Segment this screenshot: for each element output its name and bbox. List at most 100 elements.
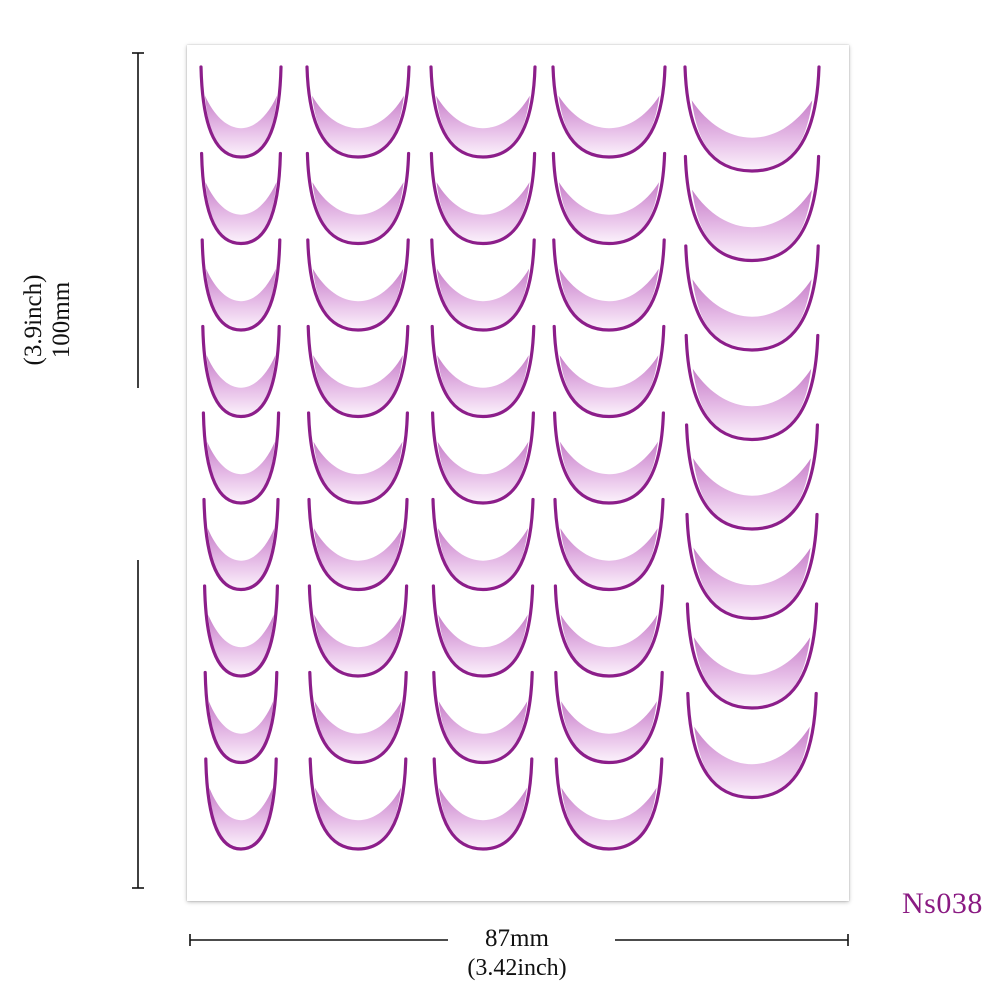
nail-tip-outline [202,497,280,592]
nail-tip-fill [209,787,273,848]
nail-tip-outline [551,151,667,246]
nail-tip-fill [692,279,812,349]
nail-tip-outline [431,411,535,505]
nail-tip-fill [558,95,660,156]
nail-tip-sticker [554,670,664,765]
nail-tip-fill [560,528,658,589]
nail-tip-outline [685,512,819,621]
nail-tip-fill [312,182,404,243]
nail-tip-fill [558,182,660,243]
nail-tip-outline [685,423,819,531]
nail-tip-fill [208,701,274,762]
nail-tip-outline [430,324,536,419]
product-code: Ns038 [902,887,983,920]
nail-tip-sticker [201,411,281,505]
nail-tip-sticker [683,154,821,263]
nail-tip-outline [203,584,279,678]
nail-tip-sticker [686,691,818,800]
nail-tip-sticker [200,151,282,246]
nail-tip-sticker [307,497,409,592]
nail-tip-fill [561,701,657,762]
nail-tip-sticker [308,757,408,851]
nail-tip-fill [314,787,402,848]
nail-tip-sticker [204,757,278,851]
nail-tip-sticker [553,497,665,592]
nail-tip-outline [429,151,537,246]
nail-tip-fill [314,614,402,675]
nail-tip-sticker [683,65,821,173]
nail-tip-fill [436,182,530,243]
nail-tip-outline [308,757,408,851]
nail-tip-sticker [307,411,409,505]
nail-tip-outline [684,333,820,442]
nail-tip-outline [204,757,278,851]
nail-tip-grid [199,65,821,851]
nail-tip-fill [694,726,810,797]
nail-tip-fill [693,547,811,618]
nail-tip-fill [313,528,403,589]
height-mm-label: 100mm [48,281,75,359]
nail-tip-outline [306,324,410,419]
nail-tip-outline [307,411,409,505]
nail-tip-sticker [202,497,280,592]
nail-tip-outline [305,65,411,159]
nail-tip-sticker [305,151,411,246]
nail-tip-fill [693,637,811,707]
nail-tip-sticker [429,151,537,246]
nail-tip-outline [684,244,820,352]
nail-tip-sticker [552,324,666,419]
nail-tip-outline [432,670,534,765]
width-mm-label: 87mm [485,925,549,952]
nail-tip-sticker [552,238,666,332]
nail-tip-fill [436,268,530,329]
nail-tip-fill [438,614,528,675]
nail-tip-sticker [201,324,281,419]
nail-tip-fill [313,441,403,502]
nail-tip-fill [438,701,528,762]
nail-tip-fill [312,268,404,329]
nail-tip-outline [431,584,535,678]
dimension-lines [132,52,849,946]
nail-tip-outline [307,584,409,678]
nail-tip-fill [561,787,657,848]
nail-tip-sticker [685,423,819,531]
nail-tip-sticker [431,584,535,678]
nail-tip-fill [692,368,812,439]
nail-tip-outline [201,411,281,505]
nail-tip-fill [437,441,529,502]
nail-tip-outline [553,497,665,592]
nail-tip-sticker [431,411,535,505]
sticker-sheet: Ns038 [187,45,982,920]
nail-tip-sticker [553,411,665,505]
nail-tip-sticker [551,65,667,159]
nail-tip-sticker [200,238,282,332]
nail-tip-outline [200,151,282,246]
nail-tip-outline [683,154,821,263]
nail-tip-sticker [203,584,279,678]
nail-tip-fill [693,458,811,528]
nail-tip-sticker [551,151,667,246]
width-inch-label: (3.42inch) [467,955,567,981]
nail-tip-outline [553,411,665,505]
nail-tip-outline [686,691,818,800]
nail-tip-sticker [684,333,820,442]
nail-tip-sticker [430,324,536,419]
nail-tip-sticker [429,65,537,159]
nail-tip-outline [203,670,279,765]
nail-tip-sticker [554,757,664,851]
nail-tip-sticker [432,670,534,765]
nail-tip-outline [552,324,666,419]
nail-tip-sticker [685,602,819,710]
nail-tip-sticker [553,584,665,678]
nail-tip-fill [692,189,812,260]
nail-tip-fill [206,355,276,416]
nail-tip-fill [439,787,527,848]
nail-tip-outline [201,324,281,419]
nail-tip-sticker [308,670,408,765]
nail-tip-sticker [306,238,410,332]
nail-tip-outline [306,238,410,332]
nail-tip-fill [560,614,658,675]
nail-tip-fill [206,268,276,329]
nail-tip-outline [552,238,666,332]
